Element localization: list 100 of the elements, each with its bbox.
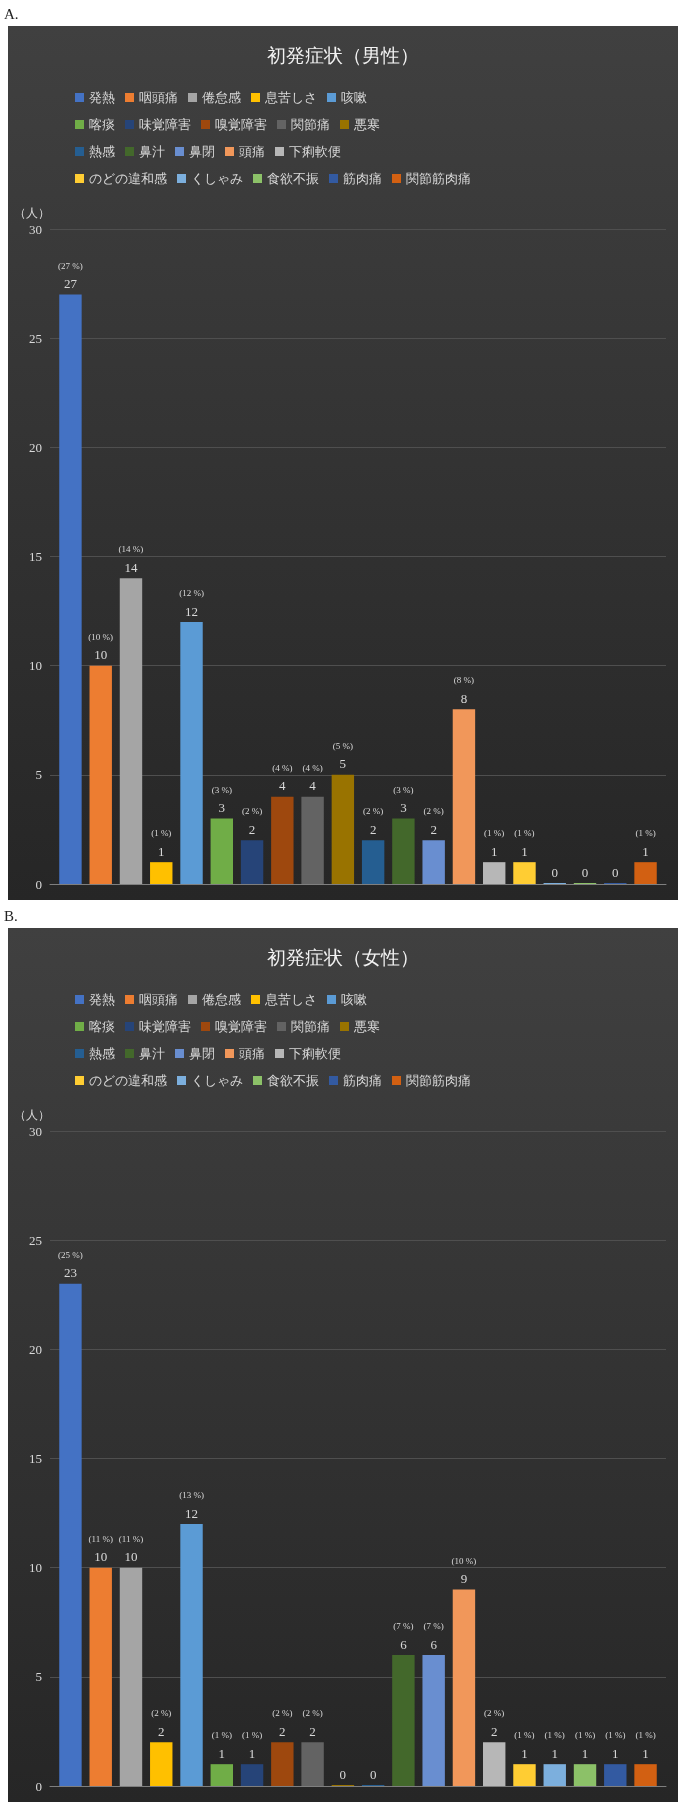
y-tick-label: 30 [29,221,42,237]
data-label: 2 [309,1723,316,1739]
bar [483,1742,506,1786]
bar [240,840,264,884]
data-label: 1 [581,1745,589,1761]
data-label: 1 [521,843,528,859]
bar [604,1764,627,1786]
bar [543,1764,566,1786]
data-label: 0 [339,1766,347,1782]
data-label: 1 [612,1745,619,1761]
legend-label: 味覚障害 [139,117,191,132]
annotation: (2 %) [272,1708,293,1719]
annotation: (2 %) [484,1708,505,1719]
legend-label: 食欲不振 [267,1073,319,1088]
legend-label: 鼻汁 [139,144,165,159]
data-label: 8 [460,690,468,706]
legend-label: くしゃみ [191,171,243,186]
bar [422,840,445,884]
legend-label: 食欲不振 [267,171,319,186]
annotation: (1 %) [635,1730,656,1741]
legend-label: 下痢軟便 [289,144,341,159]
data-label: 14 [124,559,138,575]
annotation: (2 %) [363,806,384,817]
annotation: (2 %) [241,806,263,817]
legend-label: 頭痛 [239,144,265,159]
legend-label: 喀痰 [89,117,115,132]
data-label: 2 [369,821,377,837]
bar [150,862,173,884]
legend-label: 関節筋肉痛 [406,171,471,186]
bar [210,1764,233,1786]
data-label: 2 [430,821,437,837]
y-tick-label: 5 [35,1669,42,1685]
legend-label: 関節痛 [291,117,330,132]
legend-label: 味覚障害 [139,1019,191,1034]
bar [59,1283,82,1786]
bar [422,1655,445,1786]
bar [301,1742,324,1786]
data-label: 12 [185,1505,199,1521]
bar [119,578,143,884]
data-label: 2 [248,821,256,837]
chart-title: 初発症状（女性） [267,945,419,968]
legend-label: 筋肉痛 [343,1073,382,1088]
legend-label: 下痢軟便 [289,1046,341,1061]
data-label: 5 [339,756,347,772]
data-label: 2 [279,1723,286,1739]
annotation: (5 %) [332,740,353,751]
legend-label: 頭痛 [239,1046,265,1061]
bar [89,1567,112,1786]
y-tick-label: 25 [29,330,42,346]
data-label: 0 [581,864,589,880]
data-label: 27 [63,276,78,291]
annotation: (1 %) [514,1730,535,1741]
bar [119,1567,143,1786]
data-label: 1 [642,1745,649,1761]
y-tick-label: 20 [29,1341,42,1357]
annotation: (7 %) [423,1621,444,1631]
legend-label: 咽頭痛 [139,992,178,1007]
legend-label: 咳嗽 [341,992,367,1007]
annotation: (4 %) [302,762,323,773]
bar [483,862,506,884]
legend-label: 筋肉痛 [343,171,382,186]
bar [513,862,536,884]
legend-label: 嗅覚障害 [215,1019,267,1034]
data-label: 1 [248,1745,256,1761]
annotation: (8 %) [453,675,475,686]
legend-label: 鼻閉 [189,1046,215,1061]
text: A. [4,5,19,22]
data-label: 0 [612,864,619,880]
bar [452,1589,476,1786]
annotation: (7 %) [393,1621,414,1631]
annotation: (11 %) [88,1533,113,1544]
legend-label: 息苦しさ [264,90,317,105]
data-label: 4 [309,778,317,794]
data-label: 1 [218,1745,226,1761]
annotation: (13 %) [179,1490,204,1500]
legend-label: 咳嗽 [341,90,367,105]
annotation: (1 %) [151,828,172,839]
annotation: (10 %) [451,1555,477,1566]
annotation: (2 %) [302,1708,323,1719]
legend-label: 倦怠感 [202,90,241,105]
annotation: (12 %) [179,588,204,598]
bar [361,840,385,884]
annotation: (27 %) [58,260,83,271]
annotation: (4 %) [272,762,293,773]
data-label: 1 [551,1745,558,1761]
annotation: (1 %) [211,1730,232,1741]
y-tick-label: 10 [29,658,42,674]
data-label: 2 [490,1723,498,1739]
bar [392,1655,415,1786]
legend-label: 悪寒 [353,117,380,132]
legend-label: のどの違和感 [89,171,167,186]
data-label: 6 [400,1636,408,1652]
legend-label: 倦怠感 [202,992,241,1007]
legend-label: 咽頭痛 [139,90,178,105]
bar [573,1764,597,1786]
bar [180,1524,203,1786]
y-tick-label: 10 [29,1560,42,1576]
annotation: (1 %) [241,1730,263,1741]
bar [271,1742,294,1786]
bar [180,622,203,884]
